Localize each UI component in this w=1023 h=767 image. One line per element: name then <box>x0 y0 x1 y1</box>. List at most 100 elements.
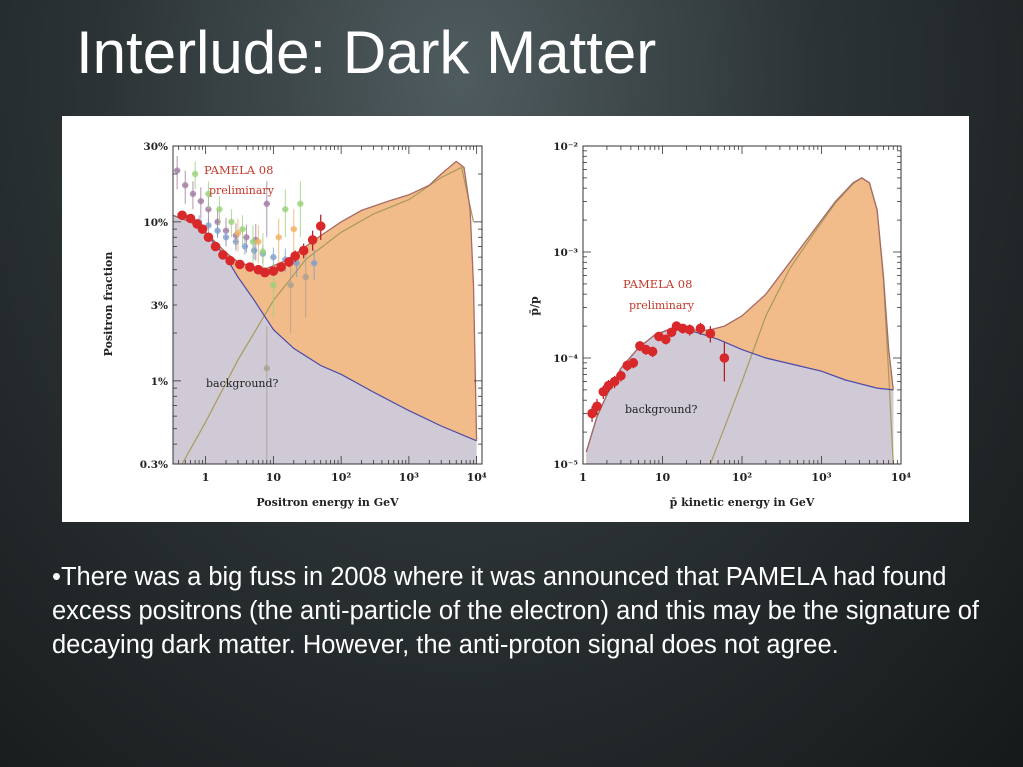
y-tick-label: 10⁻² <box>553 141 578 153</box>
preliminary-label: preliminary <box>209 184 275 197</box>
other-data-point <box>205 222 212 229</box>
pamela-point <box>592 401 602 412</box>
plot-area <box>173 155 478 464</box>
other-data-point <box>234 229 242 237</box>
other-data-point <box>216 206 223 213</box>
background-area <box>586 329 894 464</box>
other-data-point <box>270 253 277 261</box>
x-tick-label: 10 <box>266 471 282 484</box>
pamela-point <box>587 408 597 419</box>
y-axis-label: Positron fraction <box>102 252 115 357</box>
plot-area <box>585 177 894 464</box>
antiproton-ratio-chart: 1 10 10² 10³ 10⁴ 10⁻² 10⁻³ 10⁻⁴ 10⁻⁵ p̄ kinetic e… <box>528 141 911 509</box>
total-line <box>585 177 894 453</box>
x-tick-label: 10³ <box>399 471 419 484</box>
pamela-point <box>684 324 695 335</box>
y-axis-label: p̄/p <box>528 296 541 316</box>
bullet-text: There was a big fuss in 2008 where it wa… <box>52 563 979 659</box>
other-data-point <box>205 190 212 198</box>
other-data-point <box>189 190 197 198</box>
bullet-point: •There was a big fuss in 2008 where it w… <box>52 560 1002 662</box>
x-tick-label: 10² <box>331 471 351 484</box>
pamela-point <box>315 221 326 231</box>
other-data-point <box>287 281 294 289</box>
pamela-point <box>307 235 318 245</box>
other-data-point <box>290 225 297 233</box>
pamela-point <box>210 241 221 252</box>
pamela-point <box>660 334 671 345</box>
figure-panel: 1 10 10² 10³ 10⁴ 30% 10% 3% 1% 0.3% Positron energ… <box>62 116 969 522</box>
positron-fraction-chart: 1 10 10² 10³ 10⁴ 30% 10% 3% 1% 0.3% Positron energ… <box>102 141 487 509</box>
pamela-point <box>185 213 196 224</box>
pamela-point <box>695 323 706 334</box>
other-data-point <box>222 234 230 241</box>
other-data-point <box>310 259 318 267</box>
other-data-point <box>302 273 309 281</box>
other-data-point <box>243 234 250 241</box>
x-tick-label: 10² <box>732 471 752 484</box>
other-data-point <box>263 200 271 207</box>
figure-svg: 1 10 10² 10³ 10⁴ 30% 10% 3% 1% 0.3% Positron energ… <box>102 141 911 509</box>
other-data-point <box>191 170 199 178</box>
pamela-point <box>616 370 626 381</box>
pamela-point <box>177 210 187 221</box>
pamela-point <box>276 262 286 272</box>
pamela-point <box>245 262 255 272</box>
pamela-point <box>628 358 639 368</box>
y-tick-label: 0.3% <box>140 459 168 471</box>
other-data-point <box>297 200 304 207</box>
slide-title: Interlude: Dark Matter <box>76 19 657 86</box>
x-tick-label: 10 <box>655 471 671 484</box>
x-tick-label: 10⁴ <box>467 471 487 484</box>
y-tick-label: 10% <box>143 217 168 229</box>
signal-component-line <box>181 166 475 464</box>
x-axis-label: p̄ kinetic energy in GeV <box>670 496 815 509</box>
other-data-point <box>250 247 258 254</box>
y-tick-label: 1% <box>151 376 168 388</box>
pamela-point <box>609 376 620 387</box>
pamela-point <box>598 386 609 397</box>
other-data-point <box>270 281 277 289</box>
other-data-point <box>263 365 271 372</box>
y-tick-label: 10⁻⁴ <box>553 353 578 365</box>
other-data-point <box>182 182 189 189</box>
pamela-point <box>260 267 270 278</box>
background-label: background? <box>206 377 279 390</box>
pamela-point <box>218 250 228 260</box>
y-tick-label: 10⁻³ <box>553 247 578 259</box>
pamela-point <box>203 232 214 243</box>
pamela-label: PAMELA 08 <box>204 163 273 177</box>
x-tick-label: 1 <box>579 471 587 484</box>
other-data-point <box>293 259 300 267</box>
pamela-point <box>225 255 235 266</box>
pamela-point <box>719 353 730 363</box>
other-data-point <box>241 243 249 250</box>
other-data-point <box>214 227 221 234</box>
pamela-point <box>268 266 279 276</box>
pamela-point <box>647 346 658 357</box>
other-data-point <box>249 238 257 245</box>
pamela-point <box>290 251 301 261</box>
y-tick-label: 30% <box>143 141 168 153</box>
other-data-point <box>282 206 289 213</box>
other-data-point <box>275 234 282 241</box>
pamela-point <box>197 224 208 234</box>
other-data-point <box>173 167 181 174</box>
background-label: background? <box>625 403 698 416</box>
other-data-point <box>255 238 262 245</box>
y-tick-label: 10⁻⁵ <box>553 459 578 471</box>
other-data-point <box>259 248 267 255</box>
other-data-point <box>239 225 246 233</box>
x-tick-label: 1 <box>202 471 210 484</box>
preliminary-label: preliminary <box>629 299 695 312</box>
pamela-point <box>235 259 245 270</box>
pamela-point <box>284 257 294 267</box>
other-data-point <box>205 206 212 213</box>
x-tick-label: 10³ <box>811 471 831 484</box>
x-tick-label: 10⁴ <box>891 471 911 484</box>
pamela-point <box>705 328 716 339</box>
background-area <box>173 215 477 464</box>
pamela-point <box>298 245 309 256</box>
pamela-label: PAMELA 08 <box>623 277 692 291</box>
x-axis-label: Positron energy in GeV <box>256 496 399 509</box>
